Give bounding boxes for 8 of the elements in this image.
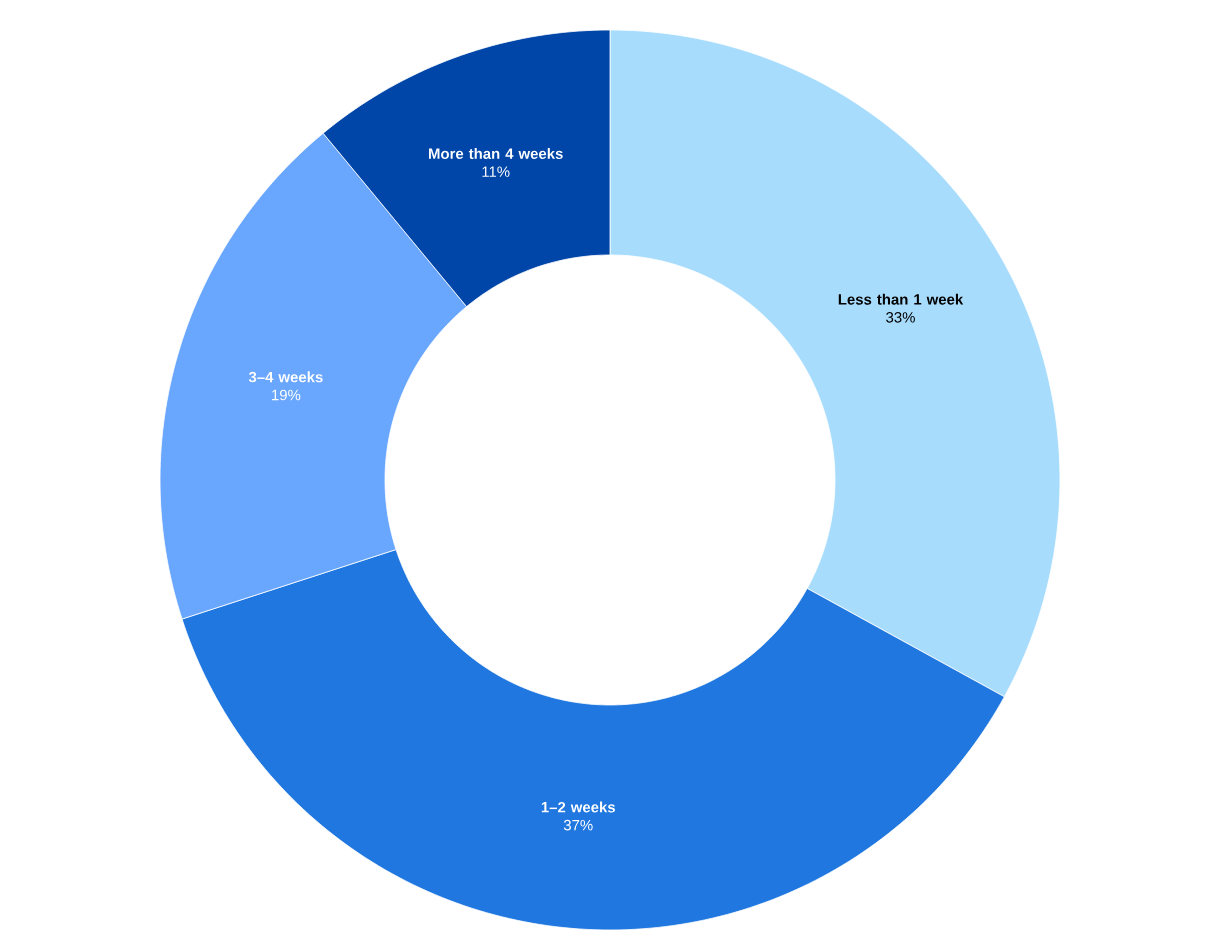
slice-label: More than 4 weeks [429, 148, 563, 159]
data-label: 37% [563, 819, 593, 831]
slice-label: 1–2 weeks [541, 801, 615, 813]
slice-label: 3–4 weeks [248, 371, 323, 383]
data-label: 19% [272, 389, 301, 401]
slice-label: Less than 1 week [838, 293, 964, 305]
data-label: 11% [482, 166, 510, 177]
data-label: 33% [886, 312, 915, 323]
